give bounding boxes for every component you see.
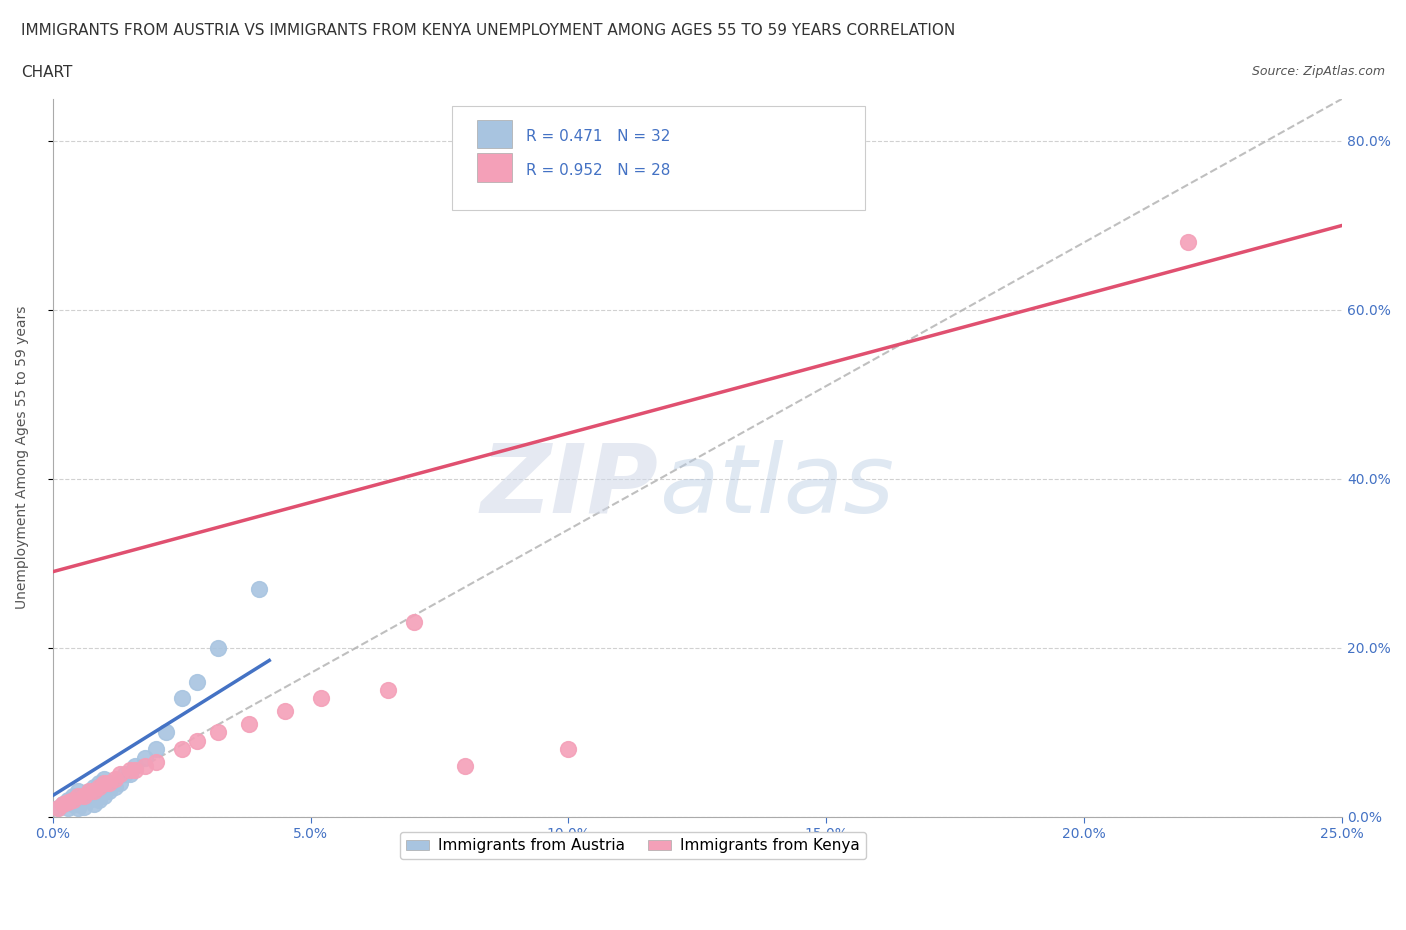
Point xyxy=(62,792,84,807)
Point xyxy=(124,763,146,777)
Point xyxy=(67,797,90,812)
Point xyxy=(402,615,425,630)
Point xyxy=(62,788,84,803)
Point xyxy=(114,767,136,782)
Point xyxy=(87,779,110,794)
Point xyxy=(134,751,156,765)
Text: ZIP: ZIP xyxy=(481,440,659,533)
Point xyxy=(67,788,90,803)
Point xyxy=(207,724,229,739)
FancyBboxPatch shape xyxy=(477,120,512,148)
Text: R = 0.952   N = 28: R = 0.952 N = 28 xyxy=(526,164,671,179)
Point xyxy=(274,704,297,719)
Text: R = 0.471   N = 32: R = 0.471 N = 32 xyxy=(526,129,671,144)
Point xyxy=(46,801,69,816)
Point xyxy=(108,767,131,782)
Point xyxy=(247,581,270,596)
Point xyxy=(93,771,115,786)
FancyBboxPatch shape xyxy=(477,153,512,182)
Point xyxy=(56,794,79,809)
Point xyxy=(155,724,177,739)
Point xyxy=(124,759,146,774)
Point xyxy=(134,759,156,774)
Point xyxy=(186,674,208,689)
Point xyxy=(56,792,79,807)
Point xyxy=(52,797,75,812)
Point xyxy=(557,742,579,757)
Point xyxy=(98,784,121,799)
Text: Source: ZipAtlas.com: Source: ZipAtlas.com xyxy=(1251,65,1385,78)
Point xyxy=(67,801,90,816)
Point xyxy=(87,792,110,807)
FancyBboxPatch shape xyxy=(453,106,865,210)
Point xyxy=(309,691,332,706)
Y-axis label: Unemployment Among Ages 55 to 59 years: Unemployment Among Ages 55 to 59 years xyxy=(15,306,30,609)
Point xyxy=(93,776,115,790)
Point xyxy=(93,788,115,803)
Point xyxy=(46,801,69,816)
Point xyxy=(67,784,90,799)
Point xyxy=(72,788,94,803)
Point xyxy=(170,691,193,706)
Point xyxy=(52,797,75,812)
Point xyxy=(98,776,121,790)
Point xyxy=(103,771,125,786)
Point xyxy=(77,784,100,799)
Point xyxy=(145,754,167,769)
Point xyxy=(108,776,131,790)
Point xyxy=(186,733,208,748)
Point xyxy=(145,742,167,757)
Text: atlas: atlas xyxy=(659,440,894,533)
Point xyxy=(207,641,229,656)
Legend: Immigrants from Austria, Immigrants from Kenya: Immigrants from Austria, Immigrants from… xyxy=(399,832,866,859)
Point xyxy=(62,797,84,812)
Point xyxy=(170,742,193,757)
Point xyxy=(454,759,477,774)
Point xyxy=(1177,235,1199,250)
Point xyxy=(83,779,105,794)
Text: IMMIGRANTS FROM AUSTRIA VS IMMIGRANTS FROM KENYA UNEMPLOYMENT AMONG AGES 55 TO 5: IMMIGRANTS FROM AUSTRIA VS IMMIGRANTS FR… xyxy=(21,23,955,38)
Point xyxy=(377,683,399,698)
Point xyxy=(83,797,105,812)
Point xyxy=(77,792,100,807)
Point xyxy=(72,799,94,814)
Point xyxy=(103,779,125,794)
Point xyxy=(87,776,110,790)
Text: CHART: CHART xyxy=(21,65,73,80)
Point xyxy=(118,767,141,782)
Point xyxy=(77,784,100,799)
Point xyxy=(118,763,141,777)
Point xyxy=(56,801,79,816)
Point xyxy=(83,784,105,799)
Point xyxy=(72,788,94,803)
Point xyxy=(238,716,260,731)
